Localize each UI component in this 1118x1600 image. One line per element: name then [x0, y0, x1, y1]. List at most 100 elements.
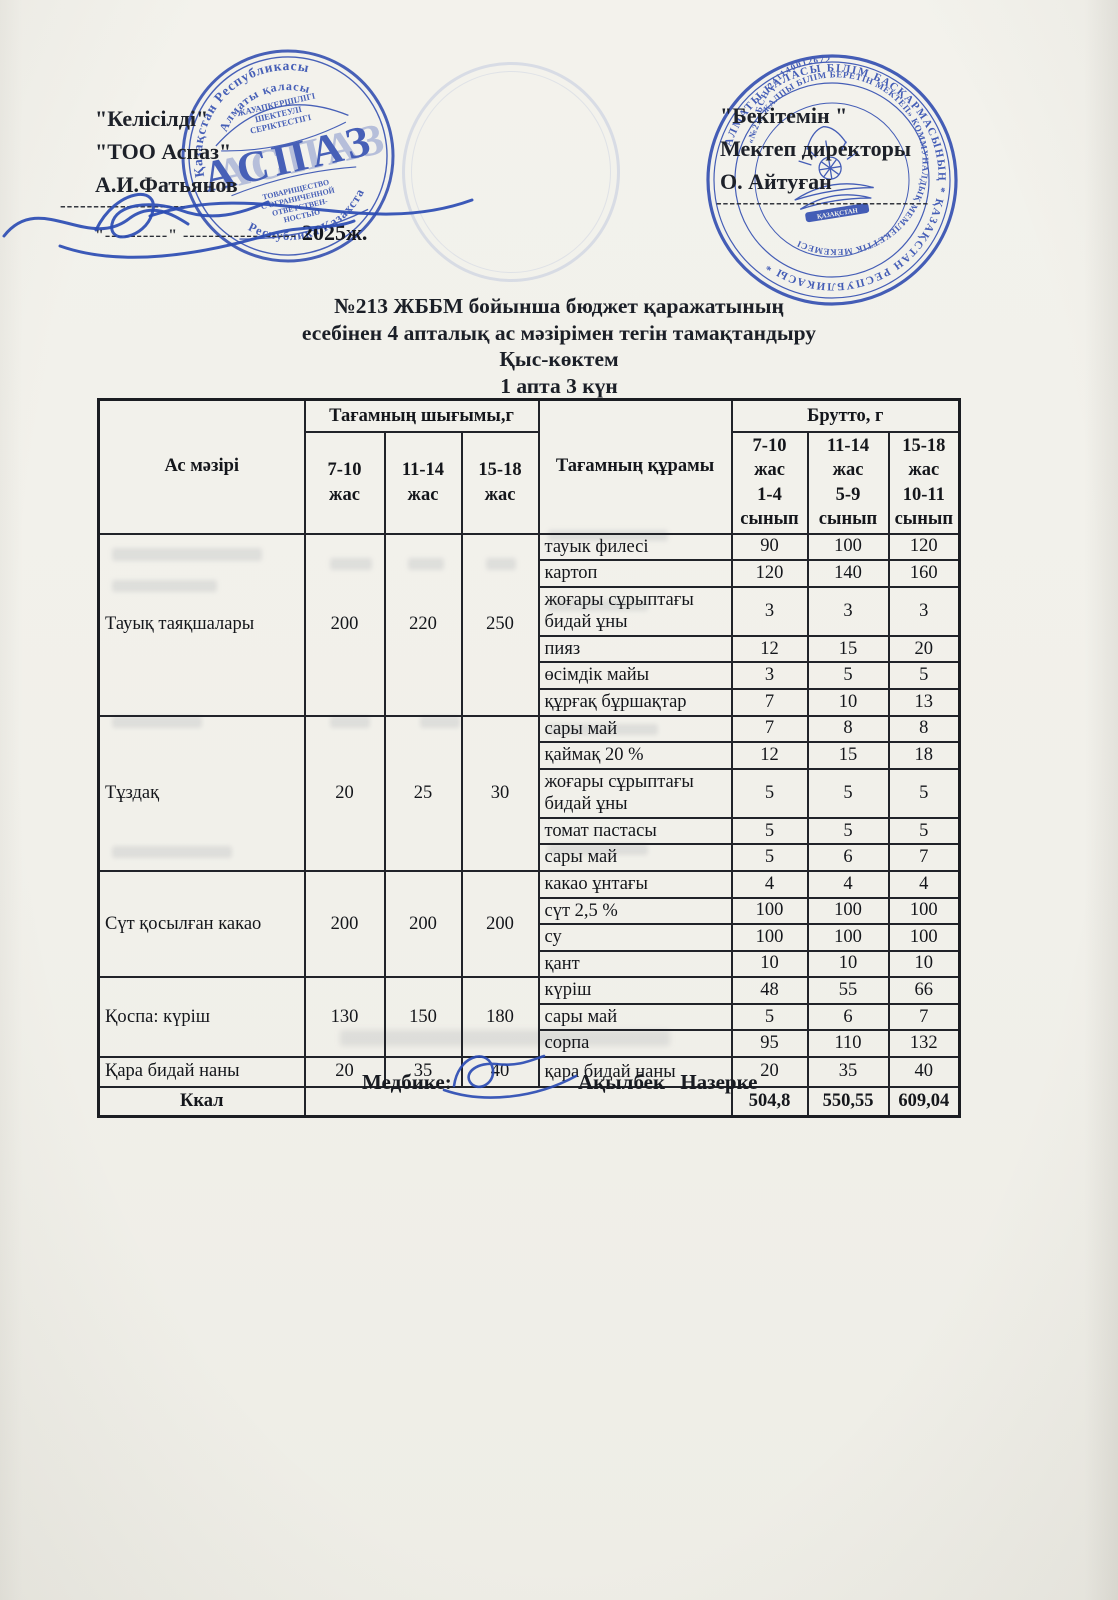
nurse-name: Ақылбек Назерке: [578, 1070, 758, 1094]
brutto-cell: 55: [806, 976, 890, 1005]
stamp-ghost-impression: [402, 62, 620, 282]
header-brutto-age-2: 11-14 жас 5-9 сынып: [806, 431, 890, 535]
brutto-cell: 5: [806, 816, 890, 846]
brutto-cell: 3: [806, 585, 890, 637]
yield-cell: 25: [383, 714, 463, 872]
agreed-label: "Келісілді": [95, 106, 209, 131]
header-age: 15-18 жас: [902, 436, 946, 481]
brutto-cell: 3: [730, 585, 809, 637]
director-signature-line: --------------------------------: [716, 193, 930, 212]
supplier-person: А.И.Фатьянов: [95, 172, 238, 197]
brutto-cell: 110: [806, 1029, 890, 1058]
ingredient-cell: сары май: [537, 714, 733, 744]
kcal-value-cell: 550,55: [806, 1085, 890, 1118]
ingredient-cell: сары май: [537, 843, 733, 872]
brutto-cell: 7: [730, 688, 809, 717]
brutto-cell: 12: [730, 741, 809, 770]
brutto-cell: 10: [806, 688, 890, 717]
ingredient-cell: өсімдік майы: [537, 661, 733, 690]
brutto-cell: 5: [730, 816, 809, 846]
brutto-cell: 100: [887, 896, 961, 926]
brutto-cell: 5: [806, 767, 890, 819]
yield-cell: 200: [383, 869, 463, 979]
yield-cell: 150: [383, 976, 463, 1058]
menu-cell: Тұздақ: [97, 714, 306, 872]
brutto-cell: 66: [887, 976, 961, 1005]
date-dashes: ------------------: [183, 227, 297, 244]
brutto-cell: 90: [730, 532, 809, 562]
brutto-cell: 6: [806, 843, 890, 872]
approved-label: "Бекітемін ": [720, 103, 848, 128]
kcal-value-cell: 504,8: [730, 1085, 809, 1118]
brutto-cell: 4: [806, 869, 890, 899]
header-brutto-group: Брутто, г: [730, 398, 961, 433]
header-age-3: 15-18 жас: [460, 431, 540, 535]
header-class: 1-4 сынып: [740, 484, 799, 530]
approval-right-block: "Бекітемін " Мектеп директоры О. Айтуған: [720, 99, 911, 198]
ingredient-cell: құрғақ бұршақтар: [537, 688, 733, 717]
yield-cell: 200: [460, 869, 540, 979]
brutto-cell: 120: [730, 559, 809, 588]
title-line-4: 1 апта 3 күн: [500, 373, 618, 398]
ingredient-cell: какао ұнтағы: [537, 869, 733, 899]
document-title: №213 ЖББМ бойынша бюджет қаражатының есе…: [0, 293, 1118, 399]
header-yield-group: Тағамның шығымы,г: [303, 398, 540, 433]
nurse-label: Медбике:: [362, 1070, 452, 1094]
ingredient-cell: қара бидай наны: [537, 1055, 733, 1088]
brutto-cell: 35: [806, 1055, 890, 1088]
menu-table: Ас мәзірі Тағамның шығымы,г Тағамның құр…: [97, 398, 962, 1119]
nurse-signature: [442, 1054, 578, 1099]
header-brutto-age-1: 7-10 жас 1-4 сынып: [730, 431, 809, 535]
brutto-cell: 10: [887, 949, 961, 979]
brutto-cell: 10: [806, 949, 890, 979]
header-composition: Тағамның құрамы: [537, 398, 733, 535]
menu-cell: Тауық таяқшалары: [97, 532, 306, 717]
brutto-cell: 20: [887, 634, 961, 664]
yield-cell: 180: [460, 976, 540, 1058]
header-age: 7-10 жас: [752, 436, 787, 481]
brutto-cell: 7: [887, 843, 961, 872]
yield-cell: 200: [303, 869, 386, 979]
kazakhstan-emblem: [794, 126, 874, 223]
ingredient-cell: қант: [537, 949, 733, 979]
header-age-2: 11-14 жас: [383, 431, 463, 535]
brutto-cell: 3: [730, 661, 809, 690]
header-menu: Ас мәзірі: [97, 398, 306, 535]
yield-cell: 200: [303, 532, 386, 717]
yield-cell: 250: [460, 532, 540, 717]
brutto-cell: 7: [730, 714, 809, 744]
supplier-signature: [2, 193, 474, 259]
ingredient-cell: сүт 2,5 %: [537, 896, 733, 926]
brutto-cell: 4: [730, 869, 809, 899]
brutto-cell: 40: [887, 1055, 961, 1088]
brutto-cell: 120: [887, 532, 961, 562]
brutto-cell: 132: [887, 1029, 961, 1058]
brutto-cell: 5: [887, 816, 961, 846]
ingredient-cell: тауык филесі: [537, 532, 733, 562]
title-line-3: Қыс-көктем: [499, 347, 619, 371]
brutto-cell: 160: [887, 559, 961, 588]
brutto-cell: 5: [806, 661, 890, 690]
ingredient-cell: жоғары сұрыптағы бидай ұны: [537, 585, 733, 637]
brutto-cell: 5: [730, 767, 809, 819]
supplier-name: "ТОО Аспаз": [95, 139, 232, 164]
brutto-cell: 4: [887, 869, 961, 899]
brutto-cell: 8: [806, 714, 890, 744]
ingredient-cell: пияз: [537, 634, 733, 664]
brutto-cell: 100: [806, 896, 890, 926]
kcal-blank-cell: [303, 1085, 733, 1118]
header-age-1: 7-10 жас: [303, 431, 386, 535]
brutto-cell: 7: [887, 1002, 961, 1032]
brutto-cell: 12: [730, 634, 809, 664]
date-line: "----------" ------------------ 2025ж.: [95, 220, 367, 246]
yield-cell: 30: [460, 714, 540, 872]
school-round-stamp: АЛМАТЫ ҚАЛАСЫ БІЛІМ БАСҚАРМАСЫНЫҢ * ҚАЗА…: [706, 46, 964, 307]
brutto-cell: 95: [730, 1029, 809, 1058]
brutto-cell: 15: [806, 634, 890, 664]
brutto-cell: 100: [806, 923, 890, 952]
director-name: О. Айтуған: [720, 169, 832, 194]
header-brutto-age-3: 15-18 жас 10-11 сынып: [887, 431, 961, 535]
brutto-cell: 6: [806, 1002, 890, 1032]
title-line-1: №213 ЖББМ бойынша бюджет қаражатының: [334, 294, 784, 318]
